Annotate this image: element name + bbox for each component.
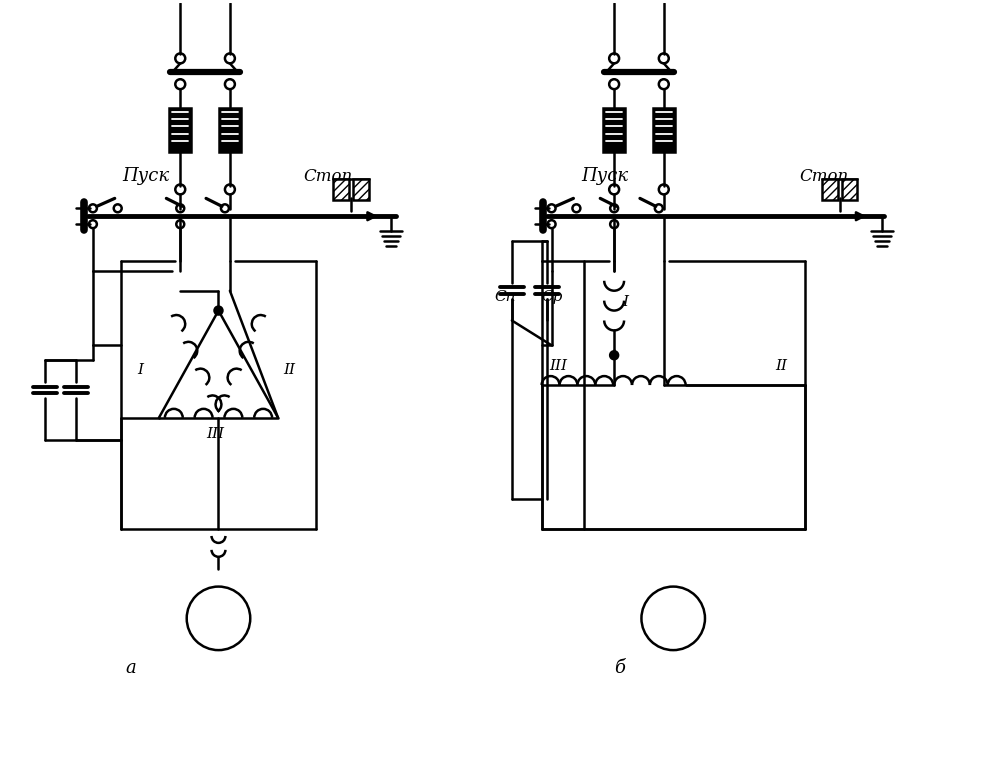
Circle shape <box>611 352 618 359</box>
Bar <box>653 108 675 152</box>
Text: a: a <box>125 659 136 677</box>
Text: Пуск: Пуск <box>123 167 170 185</box>
Circle shape <box>214 307 222 314</box>
Text: Стоп: Стоп <box>303 169 353 185</box>
Bar <box>604 108 625 152</box>
Bar <box>353 178 369 201</box>
Text: III: III <box>206 426 224 440</box>
Bar <box>842 178 858 201</box>
Text: Пуск: Пуск <box>581 167 628 185</box>
Text: III: III <box>549 359 567 373</box>
Text: II: II <box>775 359 787 373</box>
Bar <box>169 108 191 152</box>
Text: II: II <box>283 363 295 377</box>
Bar <box>822 178 838 201</box>
Bar <box>219 108 241 152</box>
Bar <box>333 178 349 201</box>
Text: I: I <box>622 295 628 309</box>
Text: Стоп: Стоп <box>800 169 849 185</box>
Text: б: б <box>614 659 624 677</box>
Text: I: I <box>137 363 143 377</box>
Text: Cп: Cп <box>494 289 516 303</box>
Text: Cр: Cр <box>541 289 563 303</box>
